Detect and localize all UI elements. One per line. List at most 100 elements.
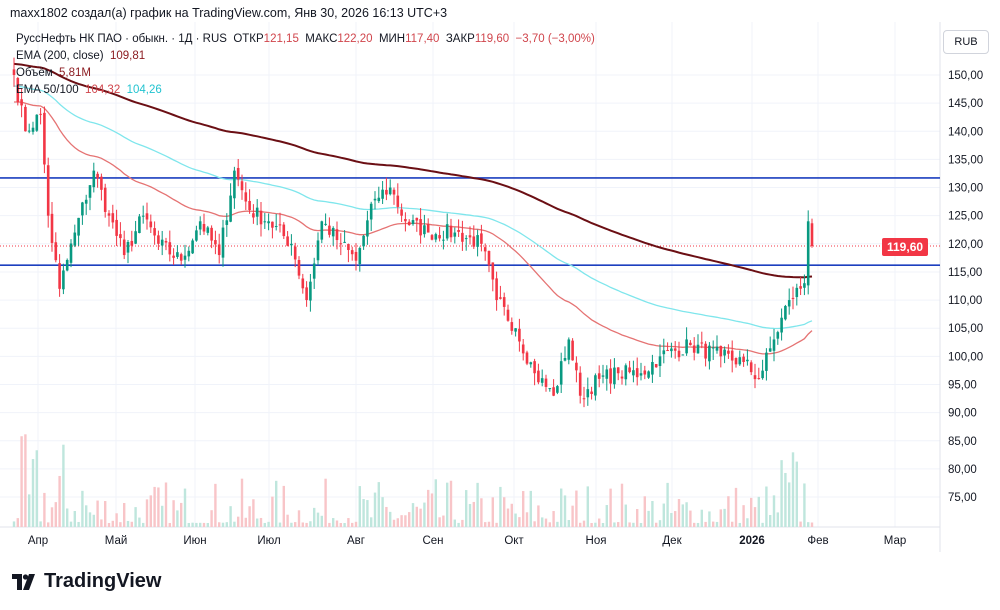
candle-body xyxy=(312,263,316,279)
candle xyxy=(236,159,240,187)
ema200-value: 109,81 xyxy=(109,50,146,62)
candle-body xyxy=(761,370,764,379)
candle xyxy=(309,273,312,312)
candle xyxy=(217,233,221,264)
volume-bar xyxy=(248,506,251,527)
volume-bar xyxy=(419,508,422,527)
candle-body xyxy=(795,287,799,298)
volume-bar xyxy=(111,520,114,527)
candle-body xyxy=(252,213,255,218)
candle-body xyxy=(225,220,229,225)
candle xyxy=(267,213,270,231)
candle-body xyxy=(499,297,502,299)
legend-ema200[interactable]: EMA (200, close) 109,81 xyxy=(16,49,145,63)
candle xyxy=(502,292,506,316)
candle-body xyxy=(73,232,77,246)
candle-body xyxy=(362,235,365,247)
volume-bar xyxy=(381,497,384,527)
volume-bar xyxy=(130,521,133,527)
close-label: ЗАКР xyxy=(445,33,475,45)
candle xyxy=(198,216,202,236)
candle-body xyxy=(658,356,662,366)
candle-body xyxy=(597,373,601,379)
candle xyxy=(635,357,639,386)
candle xyxy=(381,181,384,204)
ema100-value: 104,26 xyxy=(126,84,162,96)
candle-body xyxy=(328,225,331,235)
currency-button[interactable]: RUB xyxy=(943,30,989,54)
volume-bar xyxy=(427,489,430,527)
price-chart[interactable]: 150,00 145,00 140,00 135,00 130,00 125,00 120,… xyxy=(0,22,1000,562)
volume-bar xyxy=(442,515,445,527)
candle-body xyxy=(415,217,419,221)
volume-bar xyxy=(58,475,61,527)
candle xyxy=(335,221,339,250)
candle-body xyxy=(537,370,540,383)
candle xyxy=(708,342,711,370)
volume-bar xyxy=(700,509,703,527)
candle-body xyxy=(738,357,742,365)
volume-bar xyxy=(639,522,643,527)
candle-body xyxy=(100,176,103,190)
volume-bar xyxy=(69,521,73,527)
candle-body xyxy=(662,350,666,355)
volume-bar xyxy=(252,499,255,527)
candle xyxy=(229,183,232,223)
candle-body xyxy=(483,247,487,252)
candle-body xyxy=(711,347,715,349)
volume-bar xyxy=(385,506,388,527)
candle xyxy=(43,106,46,174)
candle xyxy=(734,357,738,368)
candle xyxy=(195,225,198,242)
candle-body xyxy=(111,213,115,223)
candle xyxy=(499,285,502,300)
candle-body xyxy=(343,241,346,243)
candle xyxy=(214,230,217,255)
candle xyxy=(84,194,88,215)
candle-body xyxy=(244,192,248,202)
candle-body xyxy=(20,99,23,106)
candle xyxy=(765,348,768,381)
candle xyxy=(799,277,802,296)
legend-volume[interactable]: Объём 5,81M xyxy=(16,66,91,80)
volume-bar xyxy=(214,483,217,527)
candle-body xyxy=(187,250,191,257)
candle xyxy=(442,230,445,250)
ema200-line xyxy=(13,62,813,279)
candle-body xyxy=(787,300,791,307)
volume-bar xyxy=(712,521,715,527)
candle xyxy=(582,386,586,408)
volume-bar xyxy=(119,522,122,527)
candle xyxy=(704,341,707,367)
tradingview-logo[interactable]: TradingView xyxy=(12,570,161,593)
candle xyxy=(339,233,343,256)
volume-bar xyxy=(168,522,171,527)
candle-body xyxy=(552,387,555,396)
candle xyxy=(286,231,289,247)
volume-bar xyxy=(791,452,795,527)
candle-body xyxy=(582,398,586,400)
candle xyxy=(183,244,187,268)
candle xyxy=(552,379,555,397)
candle-body xyxy=(35,114,39,131)
volume-bar xyxy=(605,505,608,527)
legend-ema50-100[interactable]: EMA 50/100 104,32 104,26 xyxy=(16,83,162,97)
volume-bar xyxy=(16,518,19,527)
candle-body xyxy=(590,391,593,395)
candle xyxy=(651,354,654,383)
volume-bar xyxy=(715,521,719,527)
candle xyxy=(495,271,498,311)
candle-body xyxy=(810,223,814,247)
y-tick-label: 105,00 xyxy=(948,323,983,335)
candle xyxy=(157,230,160,250)
candle xyxy=(347,243,350,263)
x-tick-label: Авг xyxy=(347,535,365,547)
candle-body xyxy=(806,221,810,286)
volume-bar xyxy=(138,517,141,527)
candle-body xyxy=(586,389,590,398)
candle-body xyxy=(730,350,734,361)
candle xyxy=(73,224,77,248)
candle-body xyxy=(350,250,354,255)
candle-body xyxy=(65,259,69,271)
x-tick-label: Сен xyxy=(422,535,443,547)
